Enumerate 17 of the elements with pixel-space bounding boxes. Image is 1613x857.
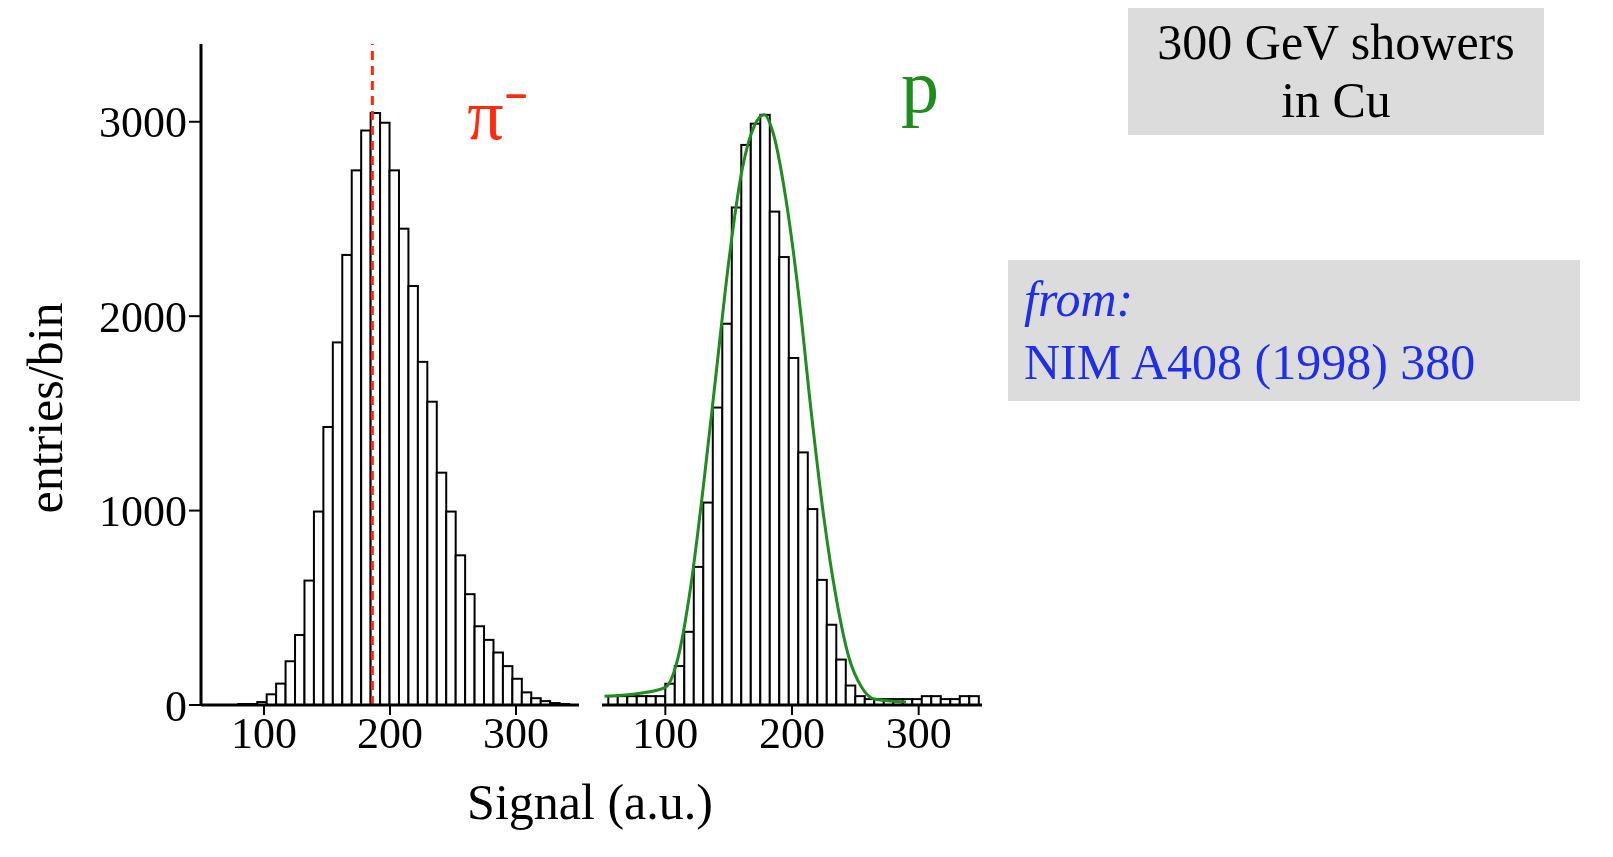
text: NIM A408 (1998) 380 [1024,332,1477,392]
x-tick-label: 100 [231,709,297,759]
x-tick-label: 100 [632,709,699,759]
y-tick-label: 2000 [99,292,187,342]
x-tick-label: 300 [483,709,549,759]
x-axis-title: Signal (a.u.) [467,773,713,831]
x-tick-label: 200 [357,709,423,759]
y-tick-label: 1000 [99,487,187,537]
y-tick-label: 3000 [99,98,187,148]
text: from: [1024,270,1135,329]
x-tick-label: 300 [885,709,952,759]
y-tick-label: 0 [165,681,187,731]
series-label: p [901,44,939,128]
ref-line-label: π⁻ [467,75,528,155]
x-tick-label: 200 [759,709,825,759]
y-axis-title: entries/bin [16,302,74,514]
text: 300 GeV showers in Cu [1128,8,1544,135]
